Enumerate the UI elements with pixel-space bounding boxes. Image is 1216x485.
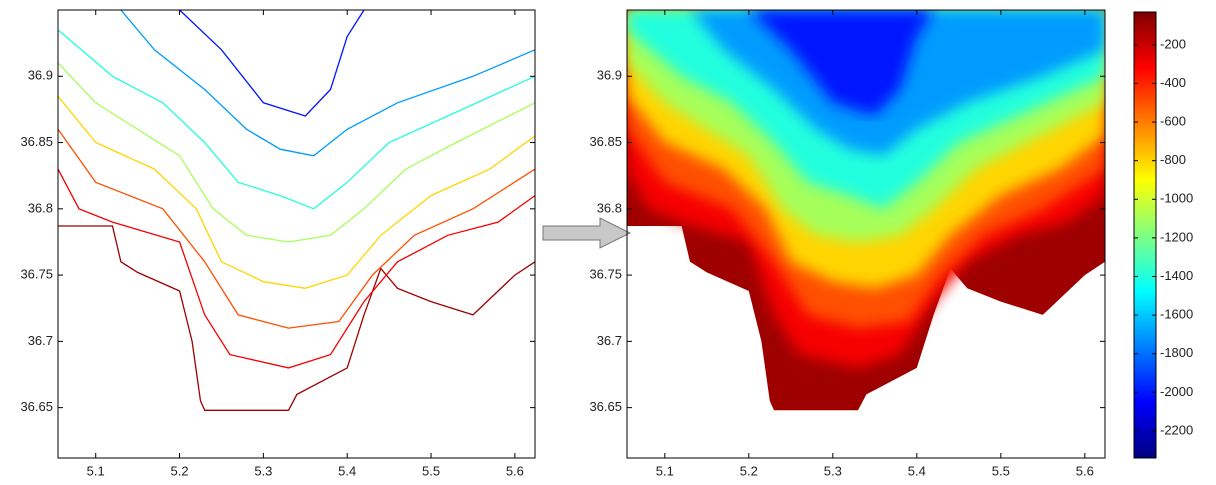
x-tick-label: 5.4: [908, 463, 926, 478]
axes-box: [626, 9, 1106, 459]
axes-box: [57, 9, 536, 459]
contour-line: [179, 10, 365, 117]
colorbar: [1133, 11, 1157, 459]
x-tick-label: 5.5: [422, 463, 440, 478]
y-tick-label: 36.75: [20, 267, 53, 282]
colorbar-tick-label: -400: [1160, 75, 1186, 90]
contour-line: [58, 225, 535, 411]
x-tick-label: 5.3: [824, 463, 842, 478]
x-tick-label: 5.6: [1076, 463, 1094, 478]
x-tick-label: 5.2: [171, 463, 189, 478]
y-tick-label: 36.75: [589, 267, 622, 282]
contour-line: [58, 168, 535, 369]
x-tick-label: 5.3: [254, 463, 272, 478]
colorbar-tick-label: -1400: [1160, 268, 1193, 283]
heatmap: [627, 10, 1105, 411]
y-tick-label: 36.9: [28, 68, 53, 83]
colorbar-tick-label: -2000: [1160, 384, 1193, 399]
colorbar-tick-label: -800: [1160, 152, 1186, 167]
y-tick-label: 36.65: [589, 399, 622, 414]
x-tick-label: 5.4: [338, 463, 356, 478]
colorbar-tick-label: -1200: [1160, 229, 1193, 244]
contour-line: [120, 10, 535, 157]
x-tick-label: 5.1: [656, 463, 674, 478]
y-tick-label: 36.85: [589, 134, 622, 149]
heatmap-layers: [627, 10, 1105, 411]
x-tick-label: 5.6: [506, 463, 524, 478]
colorbar-tick-label: -1000: [1160, 191, 1193, 206]
contours: [58, 10, 535, 411]
contour-line: [58, 29, 535, 210]
x-tick-label: 5.5: [992, 463, 1010, 478]
y-tick-label: 36.8: [597, 200, 622, 215]
y-tick-label: 36.85: [20, 134, 53, 149]
colorbar-tick-label: -1800: [1160, 345, 1193, 360]
colorbar-tick-label: -600: [1160, 113, 1186, 128]
arrow: [542, 217, 632, 249]
y-tick-label: 36.65: [20, 399, 53, 414]
contour-line: [58, 62, 535, 243]
x-tick-label: 5.1: [87, 463, 105, 478]
colorbar-tick-label: -1600: [1160, 307, 1193, 322]
colorbar-tick-label: -2200: [1160, 422, 1193, 437]
colorbar-tick-label: -200: [1160, 36, 1186, 51]
y-tick-label: 36.7: [597, 333, 622, 348]
y-tick-label: 36.9: [597, 68, 622, 83]
y-tick-label: 36.8: [28, 200, 53, 215]
y-tick-label: 36.7: [28, 333, 53, 348]
x-tick-label: 5.2: [740, 463, 758, 478]
contour-line: [58, 128, 535, 329]
contour-line: [58, 95, 535, 289]
depth-band: [627, 10, 1105, 116]
